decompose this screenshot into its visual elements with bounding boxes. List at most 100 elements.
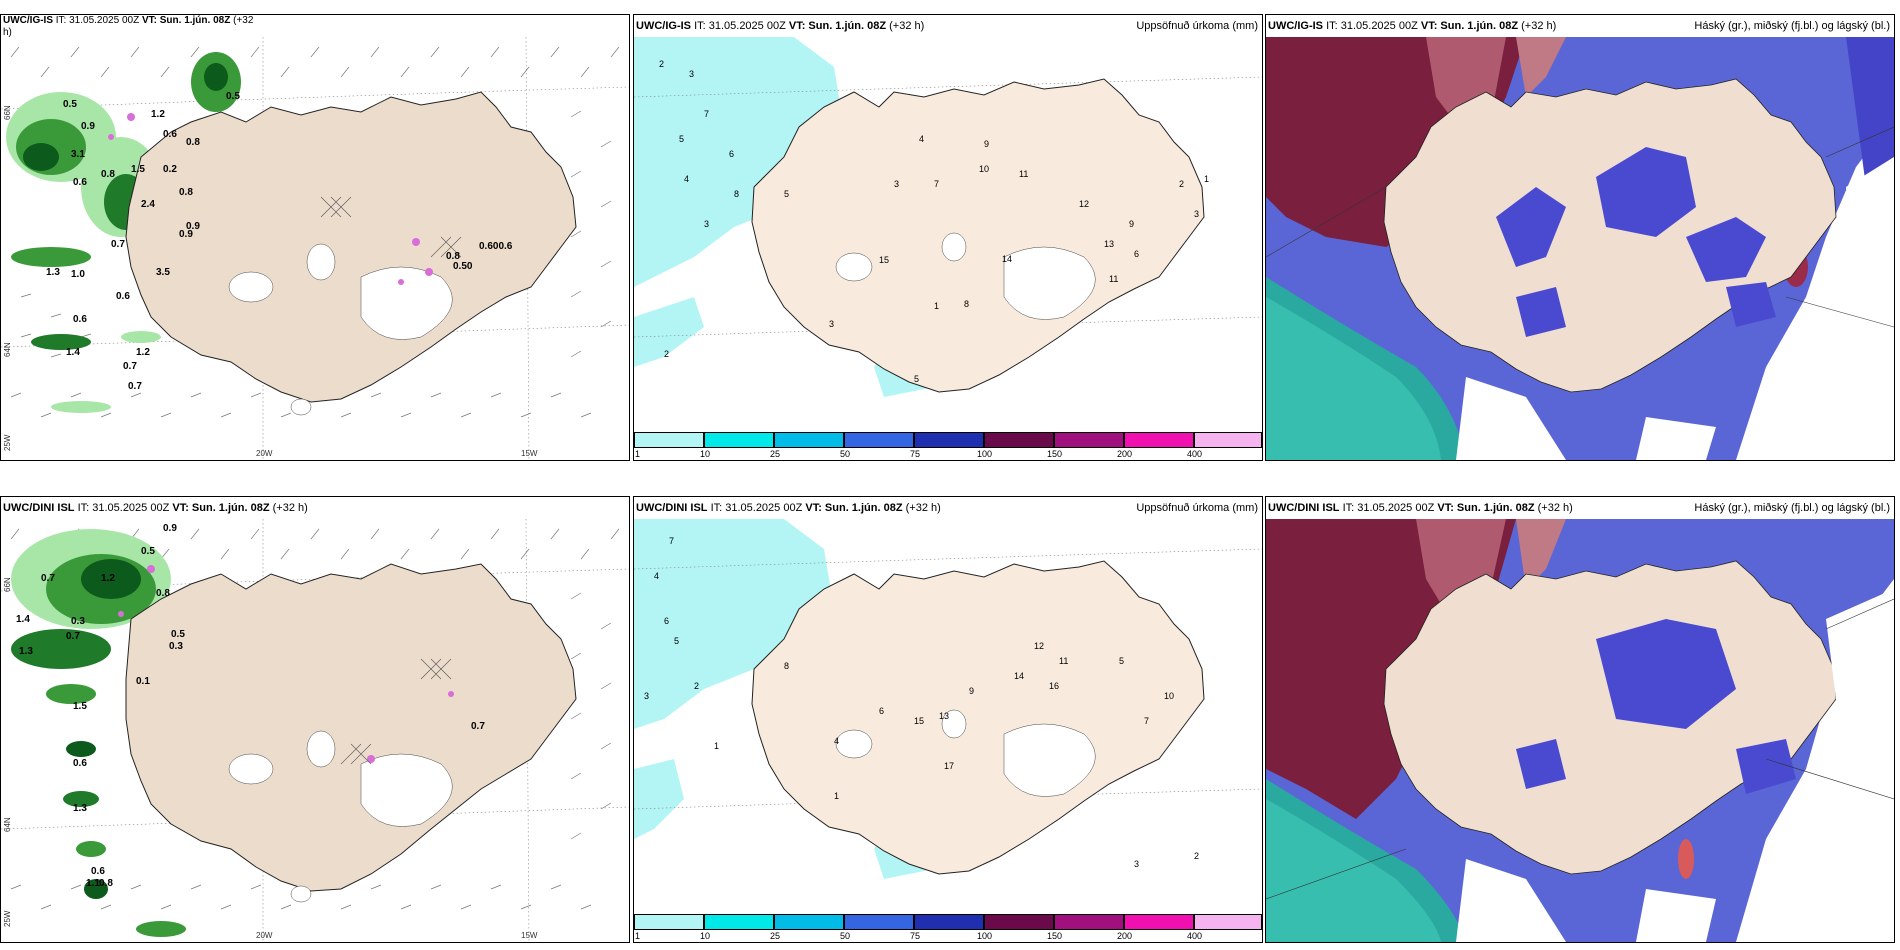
iceland-landmass (1383, 560, 1837, 875)
wind-value: 0.6 (91, 866, 105, 877)
precip-value: 3 (644, 691, 649, 701)
wind-value: 0.8 (179, 187, 193, 198)
cb-tick: 1 (635, 449, 641, 459)
wind-map[interactable]: 0.9 0.7 1.2 0.5 0.8 0.3 0.7 1.3 0.5 0.3 … (1, 519, 629, 942)
precip-value: 14 (1014, 671, 1024, 681)
wind-value: 1.3 (73, 803, 87, 814)
precip-value: 2 (659, 59, 664, 69)
cb-swatch-100 (984, 432, 1054, 448)
lat-label-64n: 64N (3, 817, 12, 832)
wind-value: 0.5 (141, 546, 155, 557)
precip-value: 1 (1204, 174, 1209, 184)
wind-barbs (10, 528, 620, 910)
precip-value: 5 (1119, 656, 1124, 666)
wind-value: 0.5 (226, 91, 240, 102)
model-name: UWC/DINI ISL (1268, 502, 1340, 514)
precip-colorbar: 1 10 25 50 75 100 150 200 400 (634, 432, 1262, 460)
valid-time: VT: Sun. 1.jún. 08Z (1420, 20, 1519, 32)
lon-label-20w: 20W (256, 449, 273, 458)
wind-value: 0.8 (186, 137, 200, 148)
init-time: IT: 31.05.2025 00Z (710, 502, 803, 514)
cb-tick: 1 (635, 931, 641, 941)
init-time: IT: 31.05.2025 00Z (1326, 20, 1418, 32)
wind-value: 1.3 (46, 267, 60, 278)
valid-time: VT: Sun. 1.jún. 08Z (1437, 502, 1535, 514)
wind-value: 0.8 (99, 878, 113, 889)
wind-value: 1.4 (16, 614, 30, 625)
init-time: IT: 31.05.2025 00Z (1342, 502, 1435, 514)
valid-time: VT: Sun. 1.jún. 08Z (805, 502, 903, 514)
cb-tick: 50 (840, 931, 851, 941)
init-time: IT: 31.05.2025 00Z (77, 502, 170, 514)
cb-swatch-10 (704, 432, 774, 448)
cb-swatch-150 (1054, 914, 1124, 930)
init-time: IT: 31.05.2025 00Z (55, 15, 140, 26)
wind-map-svg: 0.5 0.5 1.2 0.9 0.6 0.8 3.1 0.8 1.5 0.2 … (1, 37, 629, 460)
precip-value: 4 (834, 736, 839, 746)
precip-value: 9 (984, 139, 989, 149)
precip-map[interactable]: 7 4 6 5 3 2 1 8 12 13 14 16 11 9 6 17 5 … (634, 519, 1262, 942)
lead-time: (+32 h) (1521, 20, 1557, 32)
wind-value: 0.2 (163, 164, 177, 175)
precip-value: 3 (1194, 209, 1199, 219)
cb-swatch-50 (844, 432, 914, 448)
precip-value: 7 (704, 109, 709, 119)
lead-time: (+32 h) (272, 502, 308, 514)
wind-value: 0.6 (116, 291, 130, 302)
cb-tick: 75 (910, 931, 921, 941)
panel-header: UWC/DINI ISL IT: 31.05.2025 00Z VT: Sun.… (634, 497, 1262, 519)
precip-value: 2 (664, 349, 669, 359)
wind-map[interactable]: 0.5 0.5 1.2 0.9 0.6 0.8 3.1 0.8 1.5 0.2 … (1, 37, 629, 460)
iceland-landmass (125, 91, 577, 403)
precip-value: 1 (934, 301, 939, 311)
cloud-panel-bottom: UWC/DINI ISL IT: 31.05.2025 00Z VT: Sun.… (1265, 496, 1895, 943)
precip-value-labels: 2 3 7 5 6 4 3 5 8 9 11 12 10 7 3 4 13 6 … (659, 59, 1209, 384)
precip-value: 2 (1194, 851, 1199, 861)
precip-value: 8 (964, 299, 969, 309)
cb-tick: 100 (977, 449, 993, 459)
precip-value: 13 (939, 711, 949, 721)
precip-map[interactable]: 2 3 7 5 6 4 3 5 8 9 11 12 10 7 3 4 13 6 … (634, 37, 1262, 460)
wind-value: 0.7 (128, 381, 142, 392)
wind-value: 0.8 (101, 169, 115, 180)
wind-value: 0.3 (71, 616, 85, 627)
cb-swatch-1 (634, 914, 704, 930)
cb-tick: 10 (700, 931, 711, 941)
precip-value: 5 (914, 374, 919, 384)
iceland-landmass (125, 563, 577, 892)
wind-value: 1.5 (73, 701, 87, 712)
wind-value: 0.8 (156, 588, 170, 599)
cb-tick: 50 (840, 449, 851, 459)
wind-value: 1.2 (136, 347, 150, 358)
cb-tick: 200 (1117, 449, 1133, 459)
panel-header: UWC/IG-IS IT: 31.05.2025 00Z VT: Sun. 1.… (1266, 15, 1894, 37)
precip-value: 10 (1164, 691, 1174, 701)
precip-value: 3 (1134, 859, 1139, 869)
lon-label-15w: 15W (521, 931, 538, 940)
precip-value: 16 (1049, 681, 1059, 691)
cloud-title: Háský (gr.), miðský (fj.bl.) og lágský (… (1694, 502, 1890, 514)
precip-value: 3 (689, 69, 694, 79)
wind-value: 3.5 (156, 267, 170, 278)
wind-value: 0.6 (73, 758, 87, 769)
cb-swatch-400 (1194, 914, 1262, 930)
model-name: UWC/IG-IS (636, 20, 691, 32)
wind-value: 0.1 (136, 676, 150, 687)
wind-value: 1.5 (131, 164, 145, 175)
wind-value: 0.6 (73, 177, 87, 188)
precip-value: 5 (784, 189, 789, 199)
lon-label-25w: 25W (3, 434, 12, 451)
cloud-map[interactable] (1266, 519, 1894, 942)
cloud-map[interactable] (1266, 37, 1894, 460)
precip-value: 6 (879, 706, 884, 716)
lead-time: (+32 h) (905, 502, 941, 514)
precip-panel-top: UWC/IG-IS IT: 31.05.2025 00Z VT: Sun. 1.… (633, 14, 1263, 461)
wind-map-svg: 0.9 0.7 1.2 0.5 0.8 0.3 0.7 1.3 0.5 0.3 … (1, 519, 629, 942)
lon-label-15w: 15W (521, 449, 538, 458)
precip-value: 5 (679, 134, 684, 144)
precip-value: 15 (914, 716, 924, 726)
cb-swatch-400 (1194, 432, 1262, 448)
lead-time: (+32 h) (889, 20, 925, 32)
wind-value: 0.9 (163, 523, 177, 534)
precip-title: Uppsöfnuð úrkoma (mm) (1136, 502, 1258, 514)
